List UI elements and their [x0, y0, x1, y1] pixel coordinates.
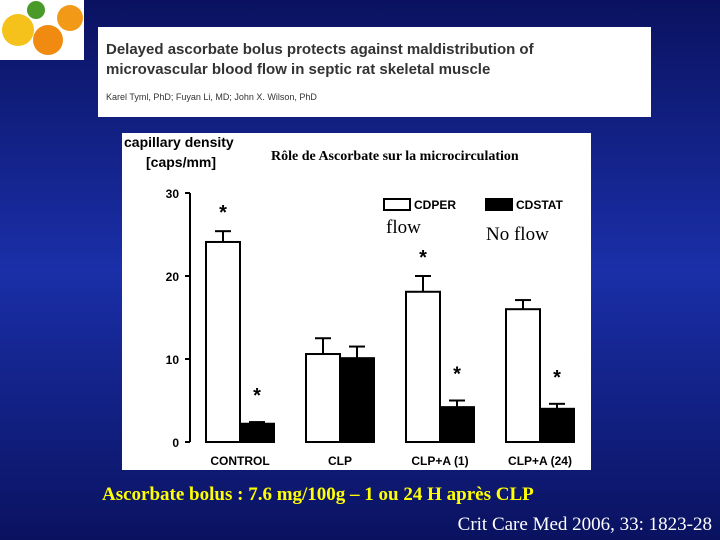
x-tick-label: CONTROL [210, 454, 269, 468]
paper-title: Delayed ascorbate bolus protects against… [106, 41, 535, 58]
fruit-image [0, 0, 84, 60]
flow-note: flow [386, 217, 421, 238]
footer: Ascorbate bolus : 7.6 mg/100g – 1 ou 24 … [102, 484, 534, 505]
y-tick-label: 0 [172, 436, 179, 450]
bar [439, 406, 475, 444]
y-tick-label: 10 [166, 353, 180, 367]
bar [339, 357, 375, 444]
x-tick-label: CLP+A (24) [508, 454, 572, 468]
plot: 0 10 20 30 CONTROL CLP CLP+A (1) CLP+A (24) * * CD… [166, 187, 575, 468]
significance-mark: * [253, 385, 261, 407]
significance-mark: * [219, 202, 227, 224]
significance-mark: * [553, 367, 561, 389]
x-tick-label: CLP [328, 454, 352, 468]
legend-swatch [485, 198, 513, 211]
legend-swatch [383, 198, 411, 211]
paper-title: microvascular blood flow in septic rat s… [106, 61, 490, 78]
paper-authors: Karel Tyml, PhD; Fuyan Li, MD; John X. W… [106, 92, 317, 102]
x-tick-label: CLP+A (1) [411, 454, 468, 468]
y-axis-label: [caps/mm] [146, 154, 216, 170]
bar [239, 422, 275, 443]
flow-note: No flow [486, 224, 549, 245]
y-axis-label: capillary density [124, 134, 234, 150]
bar [305, 353, 341, 443]
bar [405, 290, 441, 443]
legend-label: CDSTAT [516, 198, 564, 212]
significance-mark: * [453, 364, 461, 386]
citation: Crit Care Med 2006, 33: 1823-28 [458, 514, 712, 535]
bar [205, 240, 241, 443]
y-tick-label: 30 [166, 187, 180, 201]
y-tick-label: 20 [166, 270, 180, 284]
bar [539, 407, 575, 443]
legend-label: CDPER [414, 198, 456, 212]
bar [505, 308, 541, 444]
paper-header [98, 27, 651, 117]
significance-mark: * [419, 247, 427, 269]
chart-title: Rôle de Ascorbate sur la microcirculatio… [271, 149, 519, 164]
